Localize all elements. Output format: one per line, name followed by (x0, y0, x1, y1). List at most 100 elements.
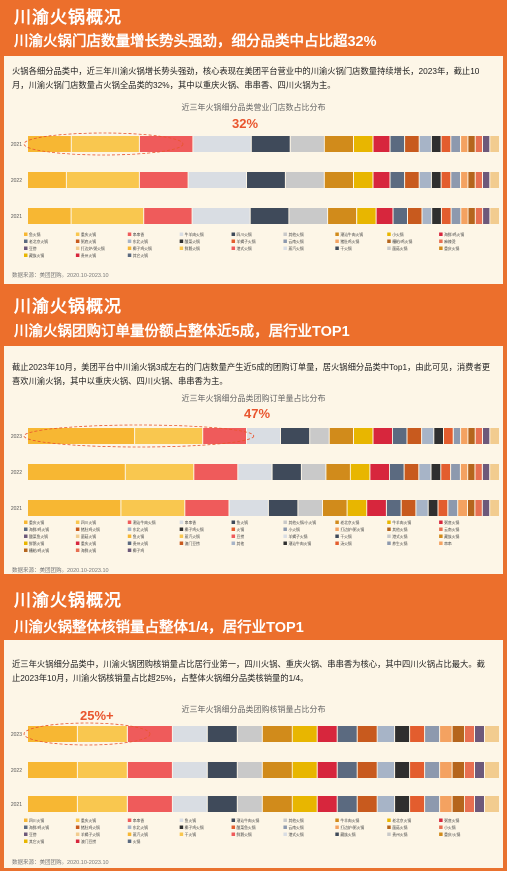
section-1-subheading: 川渝火锅门店数量增长势头强劲，细分品类中占比超32% (14, 34, 377, 50)
bar-segment (324, 172, 353, 188)
bar-segment (434, 428, 443, 444)
bar-segment (125, 464, 194, 480)
bar-segment (247, 172, 285, 188)
legend-swatch (283, 246, 287, 250)
legend-label: 串串 (444, 541, 452, 546)
bar-segment (28, 464, 125, 480)
bar-segment (192, 208, 250, 224)
legend-swatch (231, 232, 236, 236)
bar-segment (354, 428, 373, 444)
bar-segment (28, 428, 135, 444)
year-label: 2022 (11, 470, 22, 476)
year-label: 2021 (11, 802, 22, 808)
bar-segment (482, 464, 490, 480)
legend-label: 潮汕牛肉火锅 (237, 818, 260, 823)
legend-swatch (24, 527, 28, 531)
legend-label: 其它火锅 (29, 839, 44, 844)
bar-segment (408, 208, 422, 224)
legend-label: 椰子鸡火锅 (133, 246, 152, 251)
bar-segment (337, 762, 357, 778)
bar-segment (485, 796, 499, 812)
year-label: 2021 (11, 506, 22, 512)
bar-segment (272, 464, 301, 480)
legend-label: 豆捞 (29, 832, 37, 837)
bar-segment (452, 726, 465, 742)
bar-segment (428, 500, 438, 516)
legend-label: 澳门豆捞 (185, 541, 200, 546)
section-3-chart-title: 近三年火锅细分品类团购核销量占比分布 (181, 705, 326, 714)
bar-segment (405, 172, 419, 188)
bar-segment (490, 500, 499, 516)
legend-label: 港式火锅 (237, 246, 252, 251)
legend-label: 港式火锅 (392, 534, 407, 539)
bar-segment (386, 500, 401, 516)
bar-segment (451, 136, 460, 152)
bar-segment (251, 136, 290, 152)
bar-segment (451, 172, 460, 188)
legend-swatch (387, 832, 391, 836)
legend-swatch (439, 825, 443, 829)
legend-swatch (439, 534, 443, 538)
bar-segment (310, 428, 329, 444)
bar-segment (357, 762, 377, 778)
bar-segment (419, 136, 431, 152)
legend-label: 鲜鹅火锅 (237, 832, 252, 837)
bar-segment (460, 464, 468, 480)
legend-label: 牛羊肉火锅 (185, 232, 204, 237)
bar-segment (28, 136, 71, 152)
bar-segment (28, 208, 71, 224)
legend-label: 麻辣烫 (444, 239, 456, 244)
legend-label: 干火锅 (185, 832, 197, 837)
bar-segment (453, 428, 461, 444)
legend-label: 火锅 (133, 839, 141, 844)
legend-swatch (335, 246, 339, 250)
bar-segment (395, 796, 410, 812)
legend-label: 海鲜/鸡火锅 (444, 232, 464, 237)
legend-label: 串串香 (133, 232, 145, 237)
bar-segment (292, 726, 317, 742)
section-1-card (4, 56, 503, 284)
legend-label: 火锅 (237, 527, 245, 532)
legend-label: 东北火锅 (133, 527, 148, 532)
legend-label: 豆捞 (237, 534, 245, 539)
legend-swatch (283, 825, 287, 829)
legend-label: 东北火锅 (133, 239, 148, 244)
legend-swatch (24, 832, 28, 836)
legend-swatch (127, 832, 132, 836)
year-label: 2023 (11, 434, 22, 440)
legend-label: 蒸汽火锅 (288, 246, 303, 251)
legend-label: 酸菜鱼火锅 (237, 825, 256, 830)
bar-segment (452, 796, 465, 812)
section-3-heading: 川渝火锅概况 (14, 591, 122, 610)
bar-segment (207, 726, 237, 742)
bar-segment (203, 428, 246, 444)
bar-segment (441, 464, 451, 480)
bar-segment (485, 726, 499, 742)
legend-swatch (24, 253, 28, 257)
legend-label: 打边炉/粥火锅 (340, 825, 364, 830)
bar-segment (431, 464, 441, 480)
bar-segment (410, 726, 425, 742)
legend-label: 串串香 (133, 818, 145, 823)
section-3-paragraph: 近三年火锅细分品类中，川渝火锅团购核销量占比居行业第一，四川火锅、重庆火锅、串串… (12, 659, 485, 683)
legend-label: 云南火锅 (288, 239, 303, 244)
legend-swatch (387, 527, 391, 531)
bar-segment (373, 172, 390, 188)
legend-label: 椰子鸡火锅 (185, 825, 204, 830)
bar-segment (144, 208, 192, 224)
bar-segment (127, 796, 172, 812)
bar-segment (468, 136, 475, 152)
bar-segment (77, 726, 127, 742)
bar-segment (188, 172, 246, 188)
legend-label: 椰子鸡火锅 (185, 527, 204, 532)
bar-segment (419, 464, 431, 480)
bar-segment (193, 136, 251, 152)
bar-segment (404, 464, 419, 480)
bar-segment (475, 464, 482, 480)
bar-segment (357, 726, 377, 742)
legend-swatch (387, 232, 391, 236)
bar-segment (448, 500, 458, 516)
legend-label: 四川火锅 (29, 818, 44, 823)
bar-segment (490, 208, 499, 224)
legend-swatch (231, 832, 236, 836)
